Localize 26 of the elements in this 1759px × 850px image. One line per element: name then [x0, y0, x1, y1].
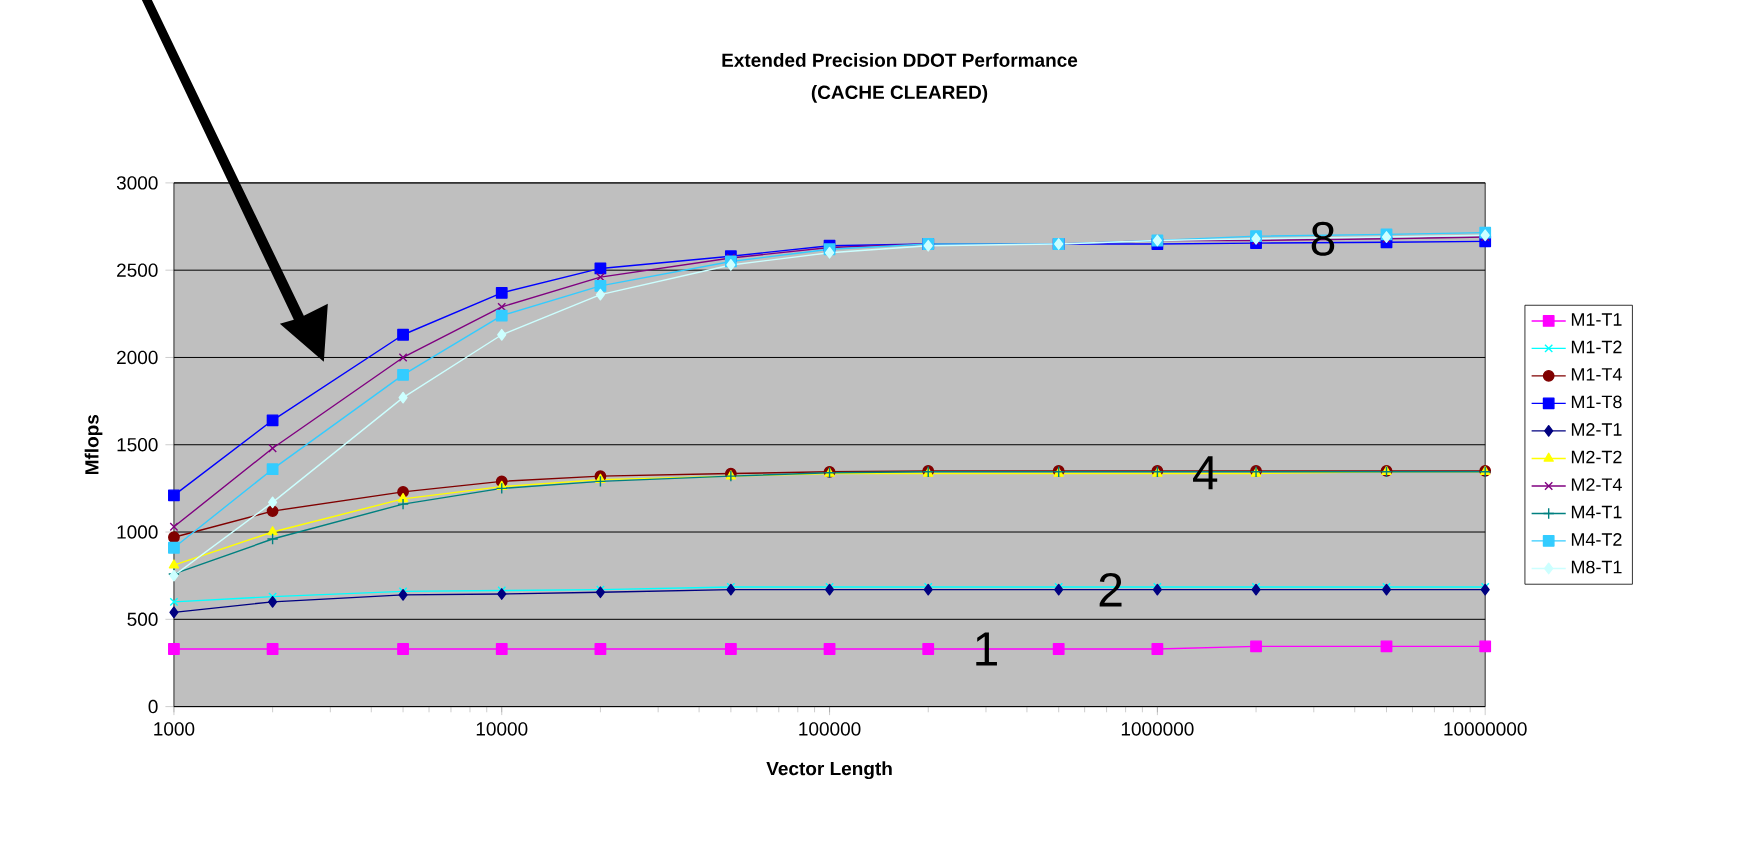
x-tick-label: 1000000: [1121, 722, 1194, 736]
y-tick-label: 1000: [117, 525, 158, 539]
legend-label: M2-T1: [1571, 423, 1622, 436]
x-tick-label: 100000: [799, 722, 861, 736]
legend-label: M4-T1: [1571, 506, 1622, 519]
x-tick-label: 1000: [154, 722, 195, 736]
x-tick-label: 10000: [476, 722, 528, 736]
legend-label: M1-T8: [1571, 395, 1622, 409]
chart-subtitle: (CACHE CLEARED): [811, 85, 988, 104]
legend-label: M1-T4: [1571, 368, 1622, 381]
chart-title: Extended Precision DDOT Performance: [722, 53, 1078, 68]
y-tick-label: 500: [127, 612, 158, 627]
y-axis-title: Mflops: [84, 415, 103, 475]
y-tick-label: 1500: [117, 438, 158, 452]
legend-label: M2-T4: [1571, 478, 1622, 492]
x-tick-label: 10000000: [1444, 722, 1527, 736]
legend-label: M1-T1: [1571, 313, 1622, 326]
legend-label: M1-T2: [1571, 340, 1622, 354]
legend-label: M2-T2: [1571, 450, 1622, 464]
legend-label: M4-T2: [1571, 533, 1622, 546]
x-axis-title: Vector Length: [766, 761, 892, 780]
y-tick-label: 2500: [117, 263, 158, 278]
y-tick-label: 0: [148, 700, 158, 714]
legend-label: M8-T1: [1571, 560, 1622, 574]
y-tick-label: 3000: [116, 176, 158, 190]
y-tick-label: 2000: [117, 350, 158, 365]
